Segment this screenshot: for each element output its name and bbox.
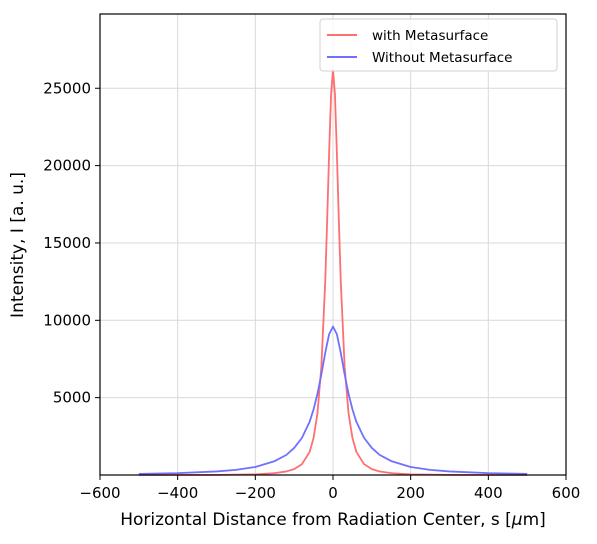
y-tick-label: 20000 — [43, 157, 91, 175]
x-tick-label: 600 — [552, 484, 581, 502]
grid — [99, 14, 567, 475]
axis-ticks: −600 −400 −200 0 200 400 600 5000 10000 15000 2000… — [43, 79, 580, 502]
x-axis-title: Horizontal Distance from Radiation Cente… — [120, 510, 546, 530]
x-tick-label: −400 — [157, 484, 198, 502]
y-tick-label: 5000 — [53, 389, 91, 407]
legend: with Metasurface Without Metasurface — [319, 18, 558, 72]
x-tick-label: −200 — [235, 484, 276, 502]
y-tick-label: 25000 — [43, 79, 91, 97]
x-tick-label: 0 — [328, 484, 338, 502]
y-tick-label: 15000 — [43, 234, 91, 252]
y-tick-label: 10000 — [43, 311, 91, 329]
x-tick-label: 200 — [396, 484, 425, 502]
legend-label-without-metasurface: Without Metasurface — [372, 50, 512, 66]
series-line-without-metasurface — [138, 325, 528, 475]
y-axis-title: Intensity, I [a. u.] — [8, 172, 28, 318]
x-tick-label: −600 — [79, 484, 120, 502]
legend-label-with-metasurface: with Metasurface — [372, 28, 488, 44]
legend-box — [319, 18, 558, 72]
x-tick-label: 400 — [474, 484, 503, 502]
